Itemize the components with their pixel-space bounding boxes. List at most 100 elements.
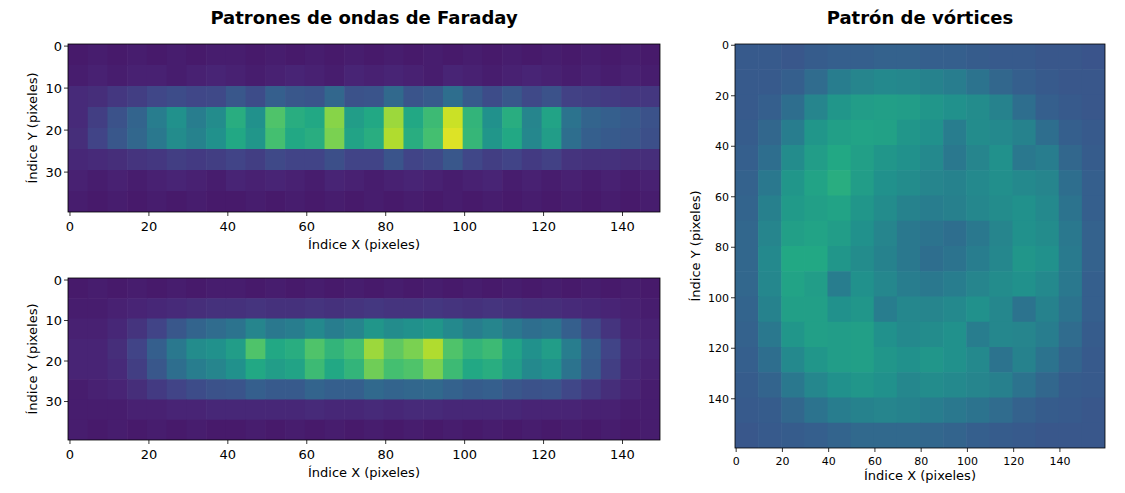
cell	[147, 65, 167, 87]
cell	[601, 420, 621, 440]
cell	[1036, 196, 1060, 222]
cell	[874, 69, 898, 95]
cell	[423, 191, 443, 212]
cell	[561, 107, 581, 129]
cell	[147, 107, 167, 129]
cell	[423, 86, 443, 108]
cell	[920, 145, 944, 171]
cell	[107, 149, 127, 171]
cell	[147, 128, 167, 150]
cell	[384, 319, 404, 340]
cell	[804, 246, 828, 272]
cell	[285, 278, 305, 299]
cell	[246, 65, 266, 87]
cell	[804, 372, 828, 398]
cell	[874, 44, 898, 70]
cell	[167, 86, 187, 108]
cell	[68, 278, 88, 299]
cell	[285, 44, 305, 66]
cell	[463, 359, 483, 380]
cell	[920, 69, 944, 95]
cell	[127, 86, 147, 108]
y-tick	[731, 146, 735, 147]
cell	[522, 278, 542, 299]
cell	[522, 149, 542, 171]
cell	[781, 246, 805, 272]
cell	[920, 271, 944, 297]
cell	[920, 372, 944, 398]
cell	[781, 221, 805, 247]
cell	[344, 170, 364, 192]
cell	[127, 379, 147, 400]
cell	[265, 319, 285, 340]
cell	[621, 278, 641, 299]
cell	[325, 86, 345, 108]
y-tick	[64, 280, 68, 281]
cell	[226, 149, 246, 171]
cell	[186, 339, 206, 360]
cell	[344, 86, 364, 108]
cell	[897, 322, 921, 348]
cell	[463, 400, 483, 421]
cell	[804, 170, 828, 196]
cell	[851, 145, 875, 171]
y-tick	[64, 361, 68, 362]
cell	[127, 298, 147, 319]
cell	[364, 65, 384, 87]
cell	[522, 420, 542, 440]
cell	[781, 95, 805, 121]
cell	[186, 170, 206, 192]
cell	[186, 319, 206, 340]
y-tick-label: 0	[722, 39, 729, 52]
cell	[581, 170, 601, 192]
cell	[828, 398, 852, 424]
cell	[640, 170, 660, 192]
x-tick	[464, 440, 465, 444]
cell	[167, 44, 187, 66]
cell	[305, 400, 325, 421]
cell	[265, 170, 285, 192]
cell	[542, 379, 562, 400]
cell	[621, 400, 641, 421]
cell	[1082, 246, 1105, 272]
cell	[920, 44, 944, 70]
cell	[127, 339, 147, 360]
cell	[561, 278, 581, 299]
cell	[344, 420, 364, 440]
cell	[68, 170, 88, 192]
cell	[601, 191, 621, 212]
cell	[423, 278, 443, 299]
cell	[502, 107, 522, 129]
cell	[601, 128, 621, 150]
cell	[226, 359, 246, 380]
cell	[364, 319, 384, 340]
cell	[1013, 246, 1037, 272]
cell	[265, 339, 285, 360]
x-tick-label: 0	[66, 447, 74, 462]
cell	[1059, 271, 1083, 297]
cell	[423, 107, 443, 129]
cell	[804, 221, 828, 247]
cell	[285, 420, 305, 440]
cell	[1013, 69, 1037, 95]
cell	[989, 423, 1013, 448]
cell	[735, 322, 759, 348]
cell	[226, 420, 246, 440]
cell	[758, 44, 782, 70]
cell	[167, 191, 187, 212]
cell	[851, 196, 875, 222]
cell	[482, 319, 502, 340]
x-tick	[148, 212, 149, 216]
cell	[384, 44, 404, 66]
cell	[1036, 372, 1060, 398]
y-tick	[731, 297, 735, 298]
cell	[107, 359, 127, 380]
cell	[542, 359, 562, 380]
cell	[107, 420, 127, 440]
cell	[1059, 44, 1083, 70]
cell	[443, 400, 463, 421]
cell	[621, 379, 641, 400]
x-tick-label: 40	[220, 447, 237, 462]
cell	[285, 379, 305, 400]
cell	[502, 65, 522, 87]
